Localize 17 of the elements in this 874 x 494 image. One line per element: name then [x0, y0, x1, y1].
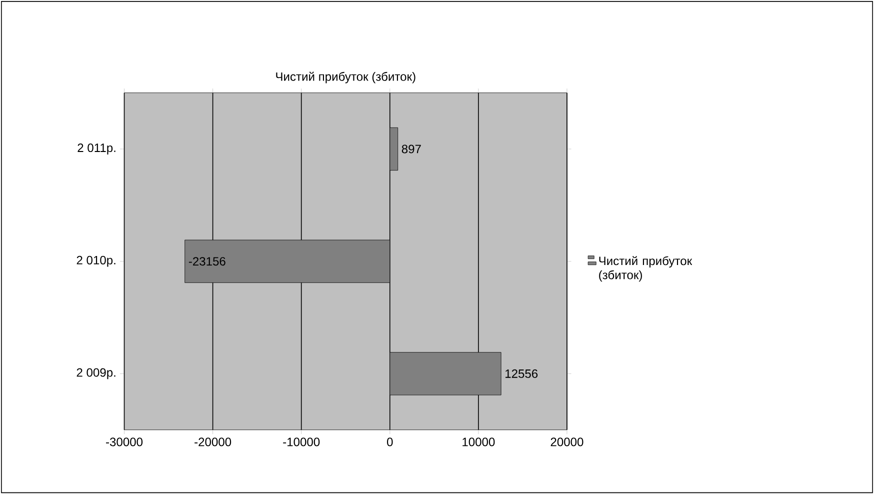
- y-tick-label: 2 009р.: [76, 368, 116, 380]
- x-tick-label: -30000: [106, 438, 143, 446]
- x-tick-label: 20000: [550, 438, 584, 446]
- x-tick-label: 10000: [462, 438, 495, 446]
- chart-title: Чистий прибуток (збиток): [276, 72, 416, 84]
- data-label: 12556: [506, 369, 538, 378]
- x-tick-label: 0: [387, 438, 393, 446]
- legend-label: Чистий прибуток (збиток): [599, 256, 692, 282]
- bar: [390, 352, 502, 396]
- bar: [184, 240, 390, 283]
- x-tick-label: -20000: [194, 438, 232, 446]
- data-label: 897: [402, 144, 421, 154]
- data-label: -23156: [188, 257, 226, 266]
- bar: [390, 127, 398, 170]
- y-tick-label: 2 010р.: [76, 256, 116, 267]
- y-tick-label: 2 011р.: [78, 143, 116, 154]
- x-tick-label: -10000: [283, 438, 320, 446]
